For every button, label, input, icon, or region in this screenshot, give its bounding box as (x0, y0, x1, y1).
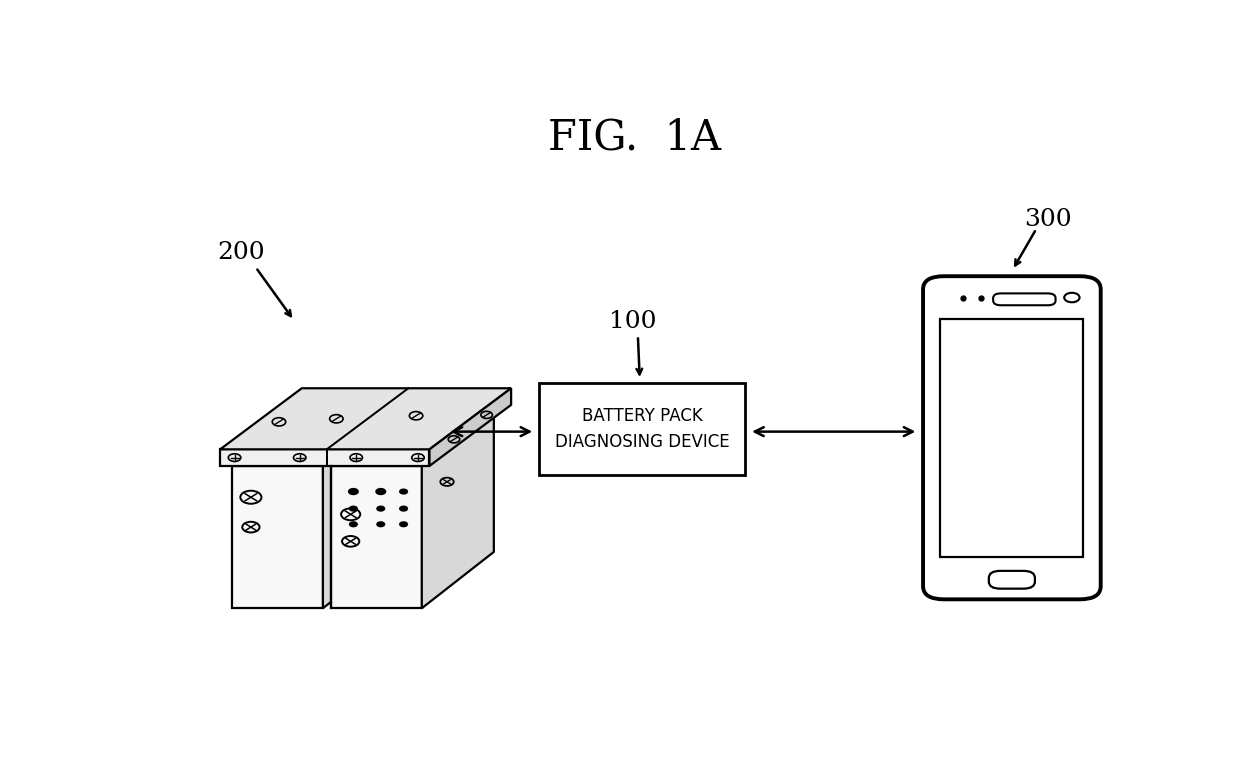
FancyBboxPatch shape (539, 383, 746, 475)
Circle shape (377, 506, 384, 511)
Polygon shape (331, 466, 421, 608)
Circle shape (375, 489, 385, 494)
Circle shape (400, 489, 408, 494)
Text: 100: 100 (610, 310, 657, 333)
Polygon shape (430, 388, 512, 466)
Polygon shape (221, 388, 512, 450)
FancyBboxPatch shape (989, 571, 1035, 588)
Polygon shape (331, 410, 494, 466)
FancyBboxPatch shape (940, 320, 1083, 557)
Circle shape (400, 522, 408, 527)
Text: FIG.  1A: FIG. 1A (549, 116, 721, 158)
FancyBboxPatch shape (923, 276, 1100, 599)
Circle shape (377, 522, 384, 527)
Polygon shape (421, 410, 494, 608)
Polygon shape (323, 410, 395, 608)
Text: BATTERY PACK: BATTERY PACK (582, 407, 703, 425)
Circle shape (348, 489, 358, 494)
Text: 200: 200 (217, 241, 265, 264)
Text: 300: 300 (1025, 209, 1072, 231)
Circle shape (400, 506, 408, 511)
Polygon shape (232, 466, 323, 608)
Polygon shape (221, 450, 430, 466)
Circle shape (349, 506, 357, 511)
Circle shape (349, 522, 357, 527)
Polygon shape (232, 410, 395, 466)
Text: DIAGNOSING DEVICE: DIAGNOSING DEVICE (555, 433, 730, 451)
FancyBboxPatch shape (994, 293, 1056, 305)
